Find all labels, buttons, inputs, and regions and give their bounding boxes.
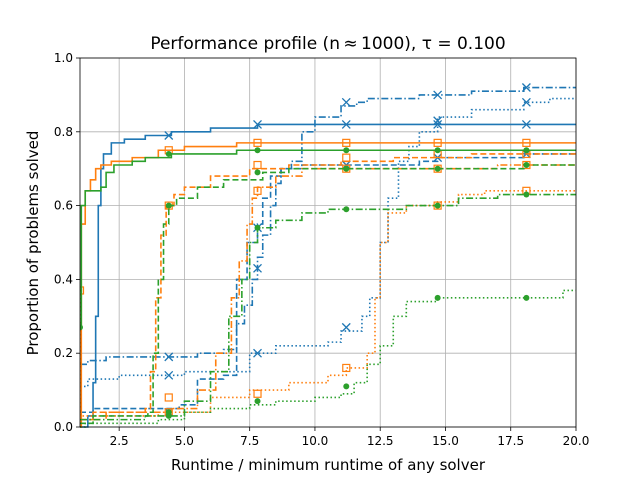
series-line <box>80 123 576 428</box>
square-marker <box>253 138 262 147</box>
series-line <box>80 193 576 421</box>
square-marker <box>522 138 531 147</box>
x-marker <box>164 370 174 380</box>
square-marker <box>342 363 351 373</box>
series-green-solid <box>80 147 576 331</box>
y-tick-label: 1.0 <box>54 51 73 65</box>
y-tick-label: 0.0 <box>54 420 73 434</box>
square-marker <box>164 393 173 402</box>
series-line <box>80 153 576 421</box>
series-line <box>80 164 576 425</box>
series-line <box>80 153 576 414</box>
series-blue-dotted <box>80 97 576 388</box>
x-marker <box>521 83 531 92</box>
x-tick-label: 17.5 <box>497 434 524 448</box>
axis-ticks: 2.5 5.0 7.5 10.0 12.5 15.0 17.5 20.0 0.0 0.2 0.4 0.… <box>54 51 589 448</box>
square-marker <box>433 138 442 147</box>
circle-marker <box>434 294 441 301</box>
circle-marker <box>254 169 261 176</box>
y-tick-label: 0.6 <box>54 199 73 213</box>
series-line <box>80 190 576 417</box>
series-orange-dotted <box>80 186 576 417</box>
x-marker <box>164 131 174 140</box>
y-tick-label: 0.4 <box>54 272 73 286</box>
circle-marker <box>523 191 530 198</box>
x-tick-label: 10.0 <box>302 434 329 448</box>
x-marker <box>341 119 351 129</box>
x-tick-label: 5.0 <box>175 434 194 448</box>
square-marker <box>80 286 85 295</box>
y-tick-label: 0.2 <box>54 346 73 360</box>
square-marker <box>253 389 262 398</box>
series-line <box>80 149 576 329</box>
x-marker <box>253 348 262 358</box>
x-marker <box>433 90 443 100</box>
y-axis-label: Proportion of problems solved <box>24 131 42 356</box>
x-marker <box>164 352 174 362</box>
series-line <box>80 164 576 421</box>
y-tick-label: 0.8 <box>54 125 73 139</box>
circle-marker <box>434 202 441 209</box>
circle-marker <box>165 412 172 419</box>
x-axis-label: Runtime / minimum runtime of any solver <box>171 456 486 474</box>
x-marker <box>341 97 351 107</box>
square-marker <box>342 138 351 147</box>
series-layer <box>80 83 576 428</box>
series-line <box>80 86 576 366</box>
square-marker <box>253 160 262 170</box>
x-tick-label: 20.0 <box>563 434 590 448</box>
x-tick-label: 7.5 <box>240 434 259 448</box>
circle-marker <box>254 147 261 154</box>
circle-marker <box>343 147 350 154</box>
circle-marker <box>254 398 261 405</box>
square-marker <box>342 153 351 162</box>
x-marker <box>521 97 531 107</box>
circle-marker <box>254 224 261 231</box>
series-green-dashdot <box>80 191 576 421</box>
plot-frame <box>79 57 577 428</box>
series-orange-solid <box>80 138 576 428</box>
circle-marker <box>434 147 441 154</box>
circle-marker <box>343 165 350 172</box>
circle-marker <box>343 206 350 213</box>
x-tick-label: 15.0 <box>432 434 459 448</box>
circle-marker <box>343 383 350 390</box>
circle-marker <box>165 150 172 157</box>
circle-marker <box>523 162 530 169</box>
series-green-dashed <box>80 162 576 425</box>
x-marker <box>433 119 443 129</box>
x-tick-label: 12.5 <box>367 434 394 448</box>
x-tick-label: 2.5 <box>110 434 129 448</box>
x-marker <box>253 263 262 273</box>
circle-marker <box>523 147 530 154</box>
series-line <box>80 289 576 428</box>
series-line <box>80 142 576 428</box>
series-blue-solid <box>80 119 576 428</box>
square-marker <box>522 160 531 170</box>
x-marker <box>253 119 262 129</box>
x-marker <box>521 119 531 129</box>
square-marker <box>253 186 262 195</box>
x-marker <box>341 322 351 332</box>
circle-marker <box>434 165 441 172</box>
series-blue-dashdot <box>80 83 576 366</box>
chart-title: Performance profile (n ≈ 1000), τ = 0.10… <box>150 34 505 54</box>
circle-marker <box>523 294 530 301</box>
circle-marker <box>80 324 83 331</box>
series-line <box>80 97 576 388</box>
x-marker <box>433 116 443 126</box>
series-green-dotted <box>80 289 576 428</box>
circle-marker <box>165 202 172 209</box>
